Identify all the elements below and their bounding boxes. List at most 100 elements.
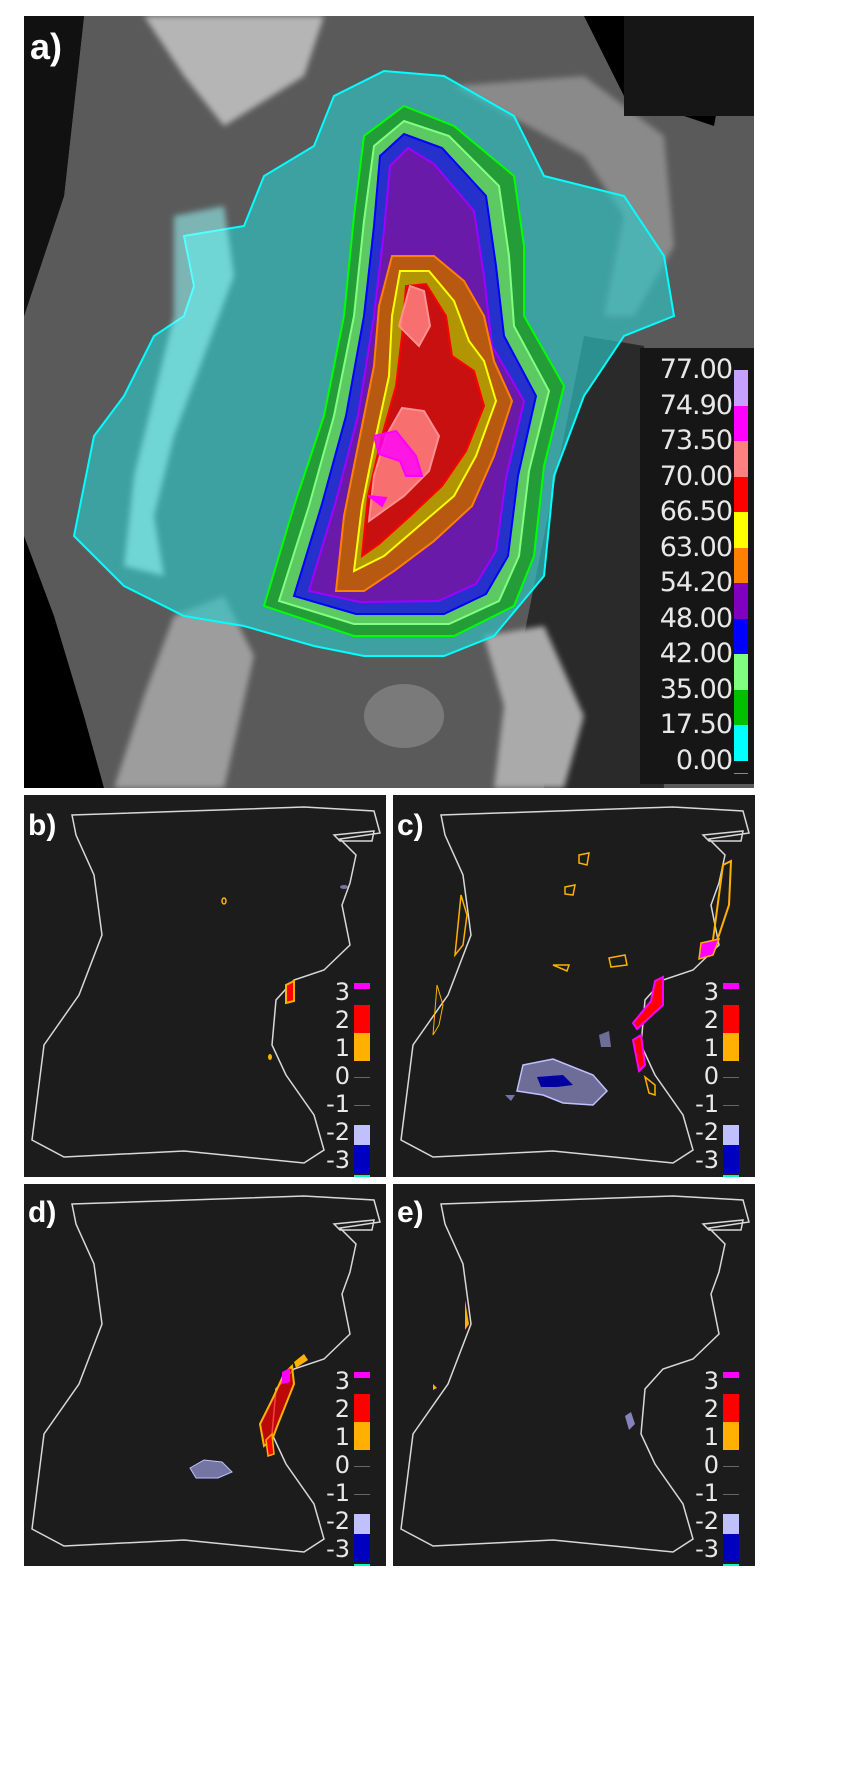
dose-legend-value: 48.00 [659,602,733,634]
ct-skull-bone [144,16,324,126]
diff-legend-e: 3 2 1 0 -1 -2 -3 [683,1366,741,1566]
dose-legend-item: 35.00 [640,673,754,725]
diff-legend-item: 3 [683,1366,741,1399]
dose-legend-swatch [734,405,748,441]
diff-legend-value: 0 [334,1451,350,1479]
diff-legend-item: 2 [314,1005,372,1038]
diff-legend-baseline [354,1105,370,1106]
diff-legend-item: 3 [314,1366,372,1399]
diff-legend-item: 2 [683,1394,741,1427]
diff-legend-value: 1 [703,1034,719,1062]
dose-legend-item: 42.00 [640,638,754,690]
diff-legend-value: -1 [326,1479,350,1507]
diff-legend-value: -1 [695,1479,719,1507]
dose-legend-swatch [734,512,748,548]
diff-legend-item: -1 [314,1478,372,1511]
diff-legend-item: 0 [683,1450,741,1483]
dose-legend-swatch [734,654,748,690]
diff-legend-swatch [723,1033,739,1061]
diff-legend-value: 3 [334,978,350,1006]
body-contour-c [400,806,750,1164]
diff-legend-value: -2 [326,1118,350,1146]
diff-legend-swatch [723,983,739,989]
diff-legend-item: 3 [314,977,372,1010]
diff-legend-swatch [354,1534,370,1562]
dose-legend-item: 74.90 [640,389,754,441]
diff-legend-swatch [723,1372,739,1378]
diff-legend-value: 3 [703,978,719,1006]
diff-legend-baseline [723,1494,739,1495]
dose-legend-swatch [734,441,748,477]
dose-legend-swatch [734,547,748,583]
diff-legend-item: -3 [314,1534,372,1566]
panel-d-label: d) [28,1196,57,1229]
diff-legend-swatch [723,1394,739,1422]
diff-legend-swatch [354,1372,370,1378]
diff-legend-bottom-swatch [354,1175,370,1177]
dose-legend-item: 77.00 [640,356,754,406]
diff-legend-item: 2 [683,1005,741,1038]
diff-legend-value: -1 [695,1090,719,1118]
dose-legend-value: 0.00 [675,744,733,776]
dose-legend-item: 54.20 [640,567,754,619]
ct-dose-image [24,16,754,788]
diff-legend-item: 1 [314,1033,372,1066]
diff-legend-swatch [723,1422,739,1450]
dose-legend-item: 63.00 [640,531,754,583]
dose-legend-swatch [734,725,748,761]
diff-legend-value: 1 [334,1423,350,1451]
diff-legend-item: 3 [683,977,741,1010]
dose-legend-value: 70.00 [659,460,733,492]
dose-legend-item: 48.00 [640,602,754,654]
dose-legend-value: 74.90 [659,389,733,421]
dose-legend-value: 66.50 [659,496,733,527]
ct-spine [114,596,254,788]
body-contour-d [31,1195,381,1553]
dose-legend-swatch [734,583,748,619]
diff-legend-swatch [354,983,370,989]
diff-legend-swatch [354,1033,370,1061]
diff-legend-value: 2 [334,1006,350,1034]
dose-legend-value: 54.20 [659,567,733,598]
dose-legend-swatch [734,476,748,512]
body-contour-e [400,1195,750,1553]
diff-legend-item: 0 [314,1061,372,1094]
diff-legend-value: -3 [695,1146,719,1174]
diff-legend-value: 2 [334,1395,350,1423]
diff-legend-value: 0 [334,1062,350,1090]
diff-legend-item: -1 [683,1478,741,1511]
panel-a-ct-dose-image: a) 77.00 74.90 73.50 70.00 66.50 63.00 54.20 48… [24,16,754,788]
dose-legend-value: 35.00 [659,673,733,705]
panel-c-dose-difference: c) 3 2 1 0 -1 -2 -3 [393,795,755,1177]
diff-legend-value: 3 [334,1367,350,1395]
diff-legend-swatch [723,1145,739,1173]
dose-legend-item: 0.00 [640,744,754,776]
diff-legend-b: 3 2 1 0 -1 -2 -3 [314,977,372,1177]
diff-legend-value: -3 [326,1535,350,1563]
dose-legend-item: 70.00 [640,460,754,512]
diff-legend-baseline [723,1466,739,1467]
diff-legend-value: -3 [326,1146,350,1174]
diff-legend-value: 1 [334,1034,350,1062]
diff-legend-item: -3 [314,1145,372,1177]
dose-legend-item: 17.50 [640,709,754,761]
panel-b-dose-difference: b) 3 2 1 0 -1 -2 -3 [24,795,386,1177]
diff-legend-swatch [354,1145,370,1173]
diff-legend-item: 2 [314,1394,372,1427]
diff-legend-swatch [723,1005,739,1033]
diff-legend-baseline [723,1105,739,1106]
diff-legend-d: 3 2 1 0 -1 -2 -3 [314,1366,372,1566]
diff-legend-baseline [354,1077,370,1078]
diff-legend-item: -1 [683,1089,741,1122]
diff-legend-value: -3 [695,1535,719,1563]
dose-legend-value: 63.00 [659,531,733,563]
diff-legend-baseline [354,1466,370,1467]
dose-legend-value: 42.00 [659,638,733,669]
diff-legend-value: 0 [703,1062,719,1090]
dose-legend-value: 73.50 [659,425,733,456]
diff-legend-value: 2 [703,1395,719,1423]
diff-legend-bottom-swatch [354,1564,370,1566]
diff-legend-c: 3 2 1 0 -1 -2 -3 [683,977,741,1177]
dose-legend-value: 17.50 [659,709,733,740]
diff-legend-swatch [354,1394,370,1422]
